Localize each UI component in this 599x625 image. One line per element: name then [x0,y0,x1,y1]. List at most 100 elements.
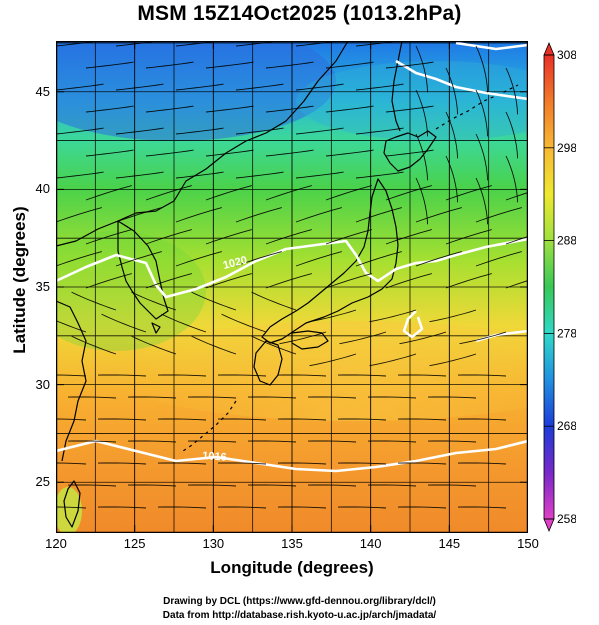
streamline [445,111,459,159]
streamline [71,291,117,311]
streamline [235,171,284,179]
streamline [415,45,429,93]
streamline [145,149,194,157]
streamline [355,127,404,135]
streamline [445,229,492,245]
streamline [67,484,117,487]
streamline [505,67,519,115]
streamline [427,396,477,399]
streamline [131,335,177,355]
streamline [309,309,357,323]
streamline [385,61,434,69]
streamline [187,484,237,487]
streamline [277,374,327,377]
streamline [459,331,507,345]
streamline [279,331,327,345]
streamline [385,273,432,289]
streamline [56,506,87,509]
streamline [277,462,327,465]
streamline [457,506,507,509]
streamline [397,506,447,509]
streamline [85,149,134,157]
streamline [429,309,477,323]
streamline [145,273,192,289]
streamline [251,291,297,311]
streamline [325,229,372,245]
streamline [85,105,134,113]
streamline [445,273,492,289]
streamline [355,83,404,91]
colorbar-tick-label: 308 [557,48,576,62]
streamline [429,353,477,367]
streamline [475,251,522,267]
streamline [277,418,327,421]
streamline [295,251,342,267]
streamline [385,185,432,201]
streamline [161,313,207,333]
streamline [247,440,297,443]
streamline [295,207,342,223]
streamline [175,127,224,135]
colorbar-tick-label: 288 [557,234,576,248]
temperature-map: 1020 1016 120 125 130 135 140 145 150 25 30 35 40… [36,41,539,551]
streamline [101,313,147,333]
streamline [205,273,252,289]
streamline [397,462,447,465]
y-tick-label: 45 [35,83,50,99]
streamline [337,374,387,377]
streamline [247,396,297,399]
streamline [56,207,102,223]
credit-data: Data from http://database.rish.kyoto-u.a… [162,610,437,621]
streamline [85,273,132,289]
streamline [505,155,519,203]
colorbar-tick-label: 258 [557,512,576,526]
streamline [415,251,462,267]
streamline [157,506,207,509]
x-tick-label: 150 [517,536,539,551]
streamline [445,67,459,115]
streamline [235,207,282,223]
streamline [367,440,417,443]
streamline [415,177,429,225]
streamline [217,418,267,421]
streamline [457,462,507,465]
streamline [56,462,87,465]
x-tick-label: 145 [438,536,461,551]
streamline [56,374,87,377]
y-tick-label: 25 [35,474,50,490]
streamline [355,171,404,179]
streamline [265,61,314,69]
streamline [145,105,194,113]
streamline [205,105,254,113]
streamline [265,273,312,289]
x-axis-title: Longitude (degrees) [210,558,374,577]
x-tick-label: 125 [123,536,146,551]
streamline [367,396,417,399]
streamline [85,185,132,201]
streamline [369,353,417,367]
streamline [205,149,254,157]
streamline [475,133,489,181]
streamline [235,251,282,267]
streamline [127,440,177,443]
streamline [217,374,267,377]
streamline [127,484,177,487]
streamline [115,207,162,223]
streamline [369,309,417,323]
streamline [339,331,387,345]
streamline [157,374,207,377]
streamline [71,335,117,355]
streamline [457,418,507,421]
streamline [505,111,519,159]
streamline [217,462,267,465]
streamline [85,229,132,245]
streamline [415,133,429,181]
streamline [145,61,194,69]
streamline [85,61,134,69]
colorbar-gradient [543,54,555,520]
streamline [475,89,489,137]
streamline [475,177,489,225]
streamline [56,320,87,333]
streamline [205,61,254,69]
streamline [205,229,252,245]
